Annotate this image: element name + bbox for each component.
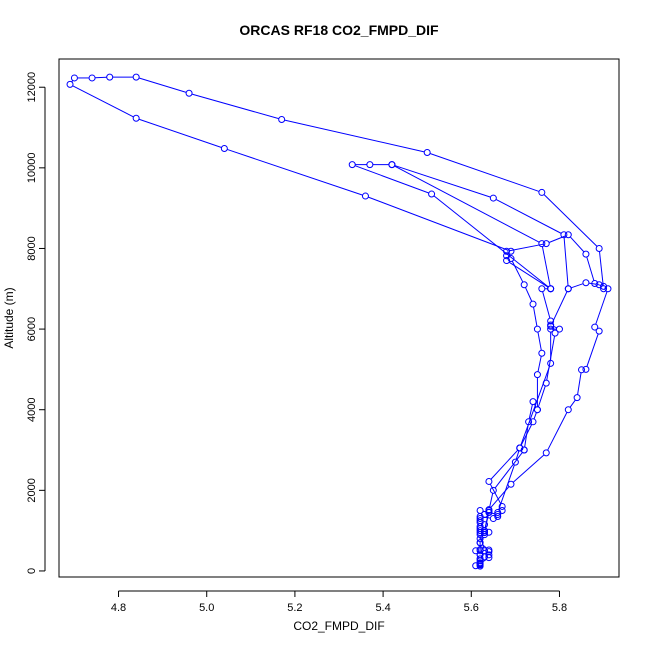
y-tick-label: 6000 [26,317,38,341]
x-tick-label: 5.6 [464,602,479,614]
y-tick-label: 2000 [26,478,38,502]
x-tick-label: 5.4 [375,602,390,614]
x-tick-label: 5.2 [287,602,302,614]
x-tick-label: 5.0 [199,602,214,614]
x-tick-label: 4.8 [111,602,126,614]
y-tick-label: 8000 [26,236,38,260]
x-tick-label: 5.8 [552,602,567,614]
y-tick-label: 10000 [26,153,38,184]
series-segment [95,77,107,78]
y-tick-label: 12000 [26,72,38,103]
y-tick-label: 0 [26,568,38,574]
y-axis-label: Altitude (m) [2,287,16,348]
x-axis-label: CO2_FMPD_DIF [293,619,384,633]
y-tick-label: 4000 [26,397,38,421]
chart-title: ORCAS RF18 CO2_FMPD_DIF [239,22,439,38]
